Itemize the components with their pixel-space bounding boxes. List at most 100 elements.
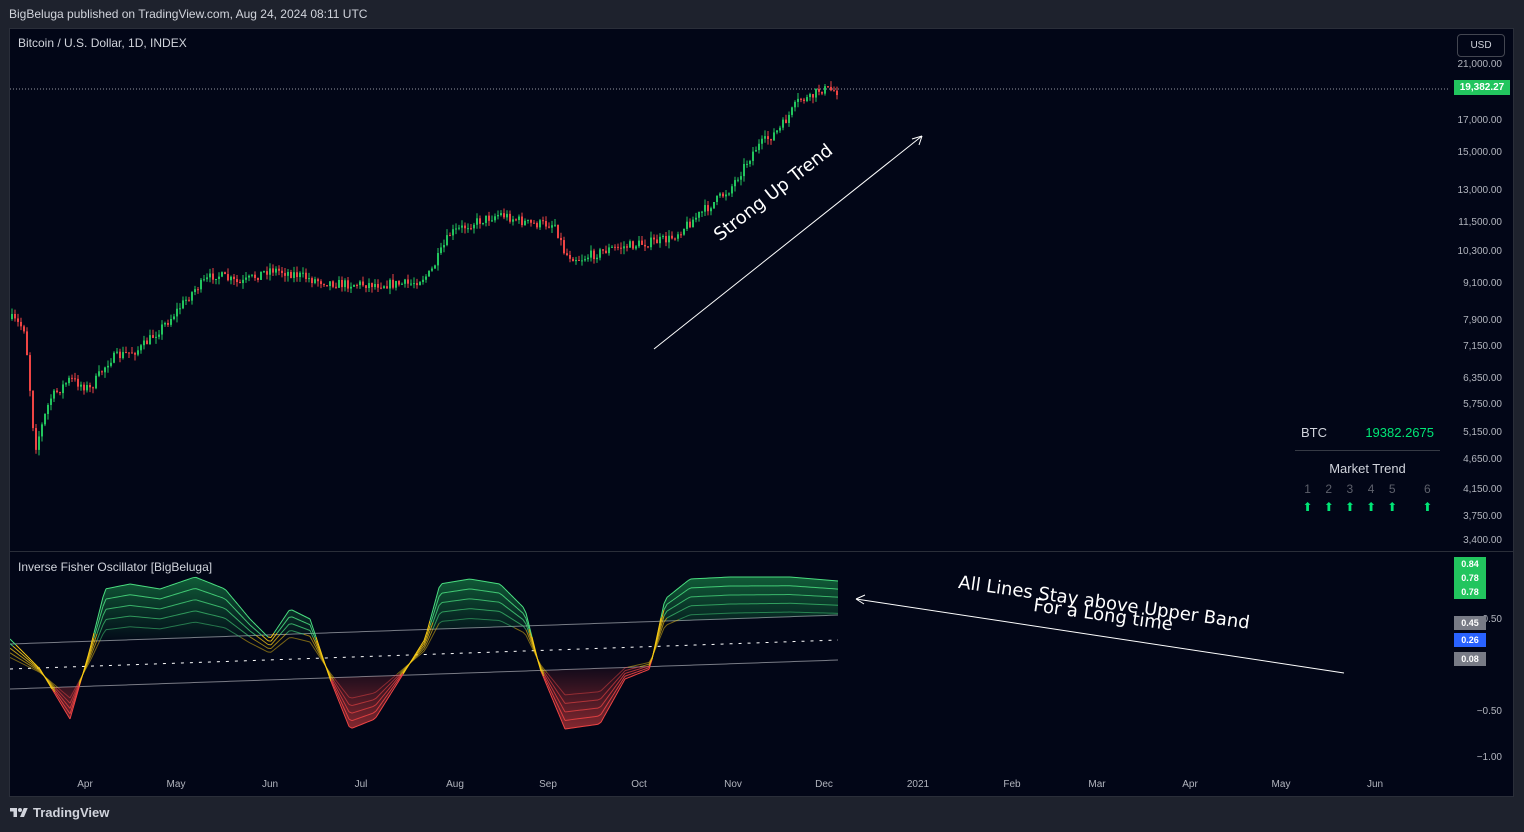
- candle-body: [302, 272, 304, 274]
- oscillator-line: [264, 637, 269, 642]
- oscillator-line: [42, 674, 47, 678]
- oscillator-line: [225, 589, 230, 595]
- candle-body: [827, 86, 829, 88]
- oscillator-line: [543, 671, 548, 677]
- oscillator-line: [24, 653, 29, 658]
- oscillator-line: [48, 683, 53, 690]
- oscillator-line: [426, 640, 431, 647]
- oscillator-line: [177, 581, 182, 584]
- oscillator-line: [84, 664, 89, 671]
- candle-body: [338, 280, 340, 288]
- oscillator-line: [660, 627, 665, 636]
- oscillator-line: [318, 645, 323, 656]
- oscillator-line: [666, 601, 671, 605]
- pane-divider[interactable]: [10, 551, 1513, 552]
- oscillator-line: [513, 627, 518, 630]
- oscillator-line: [381, 693, 386, 698]
- oscillator-line: [393, 678, 398, 683]
- candle-body: [206, 277, 208, 280]
- oscillator-line: [597, 690, 602, 693]
- candle-body: [566, 253, 568, 256]
- oscillator-line: [522, 613, 527, 619]
- oscillator-line: [681, 591, 686, 595]
- oscillator-line: [603, 684, 608, 689]
- tradingview-logo[interactable]: TradingView: [10, 805, 109, 820]
- oscillator-line: [183, 623, 188, 625]
- oscillator-line: [597, 706, 602, 709]
- oscillator-line: [90, 637, 95, 649]
- osc-value-tag: 0.26: [1454, 633, 1486, 647]
- oscillator-line: [69, 704, 74, 714]
- oscillator-line: [381, 688, 386, 693]
- chart-area[interactable]: Bitcoin / U.S. Dollar, 1D, INDEX USD 21,…: [9, 28, 1514, 797]
- oscillator-line: [228, 629, 233, 633]
- oscillator-line: [363, 714, 368, 717]
- oscillator-line: [222, 607, 227, 610]
- oscillator-line: [234, 633, 239, 637]
- candle-body: [47, 404, 49, 414]
- oscillator-line: [63, 692, 68, 696]
- oscillator-line: [51, 687, 56, 693]
- oscillator-line: [417, 645, 422, 651]
- candle-body: [794, 101, 796, 108]
- oscillator-line: [480, 580, 485, 582]
- oscillator-line: [210, 603, 215, 606]
- oscillator-line: [366, 713, 371, 716]
- oscillator-line: [375, 712, 380, 718]
- oscillator-line: [90, 632, 95, 646]
- oscillator-line: [612, 685, 617, 691]
- candle-body: [497, 215, 499, 217]
- oscillator-line: [597, 698, 602, 701]
- oscillator-line: [297, 612, 302, 615]
- oscillator-line: [606, 681, 611, 686]
- oscillator-line: [411, 657, 416, 662]
- oscillator-line: [171, 593, 176, 596]
- oscillator-line: [381, 683, 386, 688]
- currency-button[interactable]: USD: [1457, 34, 1505, 57]
- oscillator-line: [165, 606, 170, 608]
- oscillator-line: [621, 670, 626, 675]
- oscillator-line: [417, 647, 422, 653]
- candle-body: [803, 99, 805, 102]
- oscillator-line: [372, 717, 377, 721]
- chart-canvas[interactable]: [10, 29, 1514, 797]
- oscillator-line: [669, 599, 674, 603]
- oscillator-line: [69, 700, 74, 709]
- oscillator-line: [12, 650, 17, 654]
- price-axis-label: 6,350.00: [1463, 373, 1502, 384]
- oscillator-line: [210, 582, 215, 586]
- oscillator-line: [258, 642, 263, 645]
- oscillator-line: [186, 589, 191, 592]
- oscillator-line: [426, 630, 431, 640]
- oscillator-title[interactable]: Inverse Fisher Oscillator [BigBeluga]: [18, 560, 213, 574]
- candle-body: [650, 237, 652, 248]
- oscillator-line: [10, 638, 14, 643]
- oscillator-line: [552, 689, 557, 696]
- oscillator-line: [561, 713, 566, 721]
- oscillator-line: [336, 685, 341, 691]
- symbol-title[interactable]: Bitcoin / U.S. Dollar, 1D, INDEX: [18, 36, 187, 50]
- oscillator-line: [624, 674, 629, 677]
- oscillator-line: [531, 647, 536, 654]
- oscillator-line: [645, 665, 650, 668]
- oscillator-line: [351, 726, 356, 729]
- candle-body: [26, 331, 28, 356]
- candle-body: [287, 271, 289, 276]
- oscillator-line: [234, 600, 239, 605]
- oscillator-line: [423, 638, 428, 647]
- oscillator-line: [639, 671, 644, 674]
- oscillator-line: [195, 576, 200, 580]
- candle-body: [341, 280, 343, 288]
- oscillator-line: [519, 623, 524, 627]
- candle-body: [779, 127, 781, 131]
- oscillator-line: [672, 612, 677, 616]
- candle-body: [140, 345, 142, 351]
- candle-body: [476, 218, 478, 225]
- oscillator-line: [276, 644, 281, 648]
- oscillator-line: [348, 726, 353, 729]
- oscillator-line: [93, 627, 98, 639]
- oscillator-line: [204, 591, 209, 594]
- price-axis-label: 15,000.00: [1457, 147, 1503, 158]
- oscillator-line: [204, 580, 209, 583]
- oscillator-line: [357, 695, 362, 698]
